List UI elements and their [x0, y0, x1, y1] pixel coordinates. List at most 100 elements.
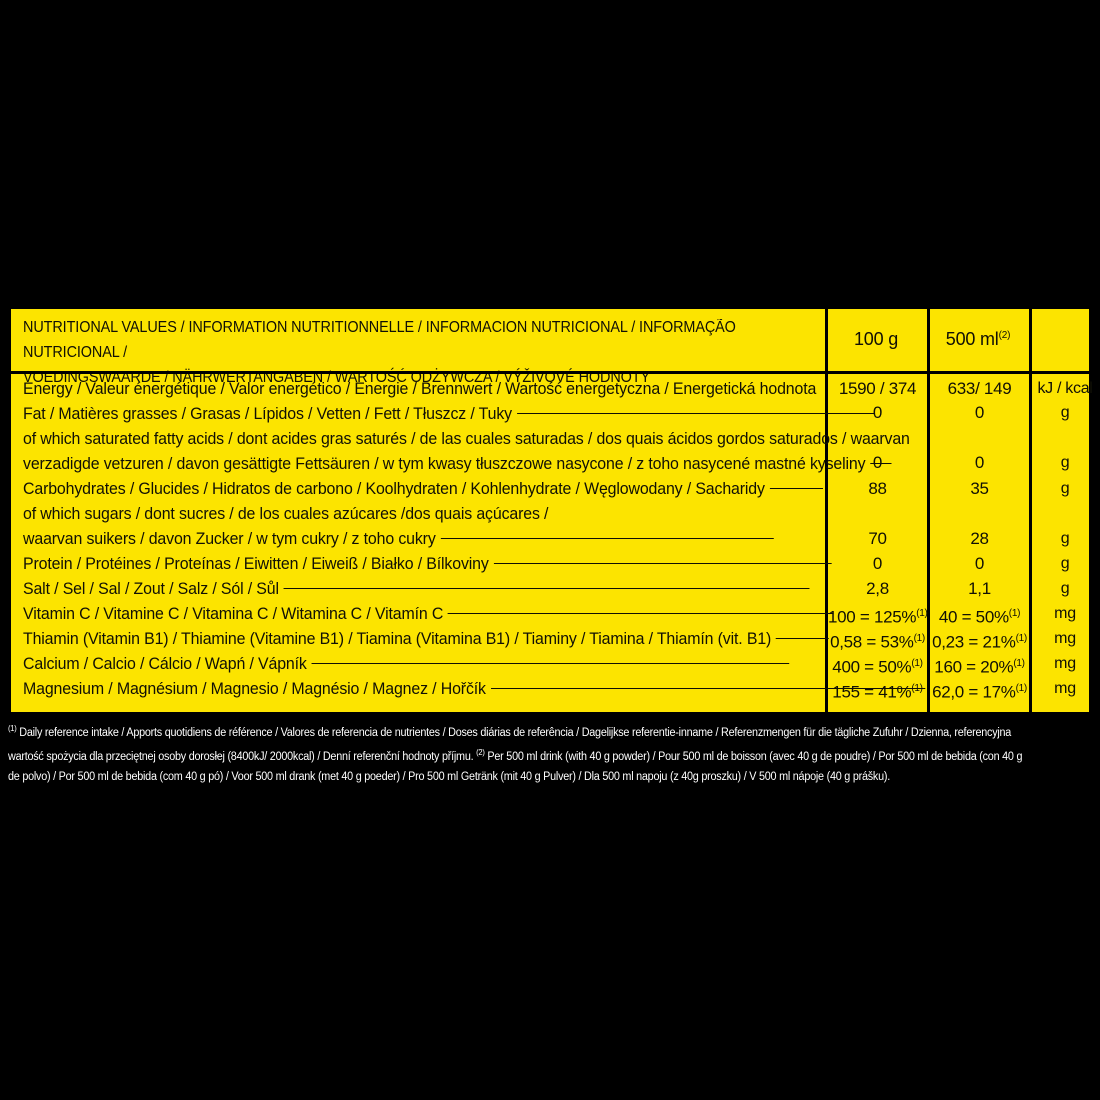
nutrition-rows: Energy / Valeur énergétique / Valor ener… [11, 374, 1093, 712]
footnote-marker: (1) [1013, 658, 1025, 669]
value-500ml-text: 28 [970, 529, 989, 548]
nutrient-row-label: of which saturated fatty acids / dont ac… [23, 427, 910, 452]
column-header-500ml: 500 ml(2) [927, 329, 1029, 350]
nutrient-row-label: Protein / Protéines / Proteínas / Eiwitt… [23, 552, 832, 577]
nutrition-panel: NUTRITIONAL VALUES / INFORMATION NUTRITI… [8, 306, 1093, 715]
value-500ml-text: 1,1 [968, 579, 991, 598]
value-100g-text: 2,8 [866, 579, 889, 598]
value-100g-text: 155 = 41% [832, 682, 912, 702]
value-500ml-text: 0 [974, 453, 985, 472]
footnote-marker: (1) [916, 608, 928, 619]
value-500ml: 35 [930, 478, 1029, 500]
unit-label: g [1032, 528, 1098, 550]
value-500ml-text: 62,0 = 17% [932, 682, 1016, 702]
unit-label: mg [1032, 603, 1098, 625]
value-100g: 155 = 41%(1) [828, 678, 927, 704]
value-500ml-text: 40 = 50% [938, 607, 1009, 627]
nutrient-name: waarvan suikers / davon Zucker / w tym c… [23, 530, 436, 548]
column-header-500ml-footnote-marker: (2) [998, 330, 1011, 341]
value-100g-text: 0 [872, 453, 883, 472]
units-column: kJ / kcal g g g g g g mg mg mg mg [1032, 374, 1098, 712]
footnote-marker-1: (1) [8, 724, 17, 733]
value-500ml: 28 [930, 528, 1029, 550]
nutrient-row-label: Carbohydrates / Glucides / Hidratos de c… [23, 477, 823, 502]
value-500ml-text: 633/ 149 [947, 379, 1012, 398]
unit-label-text: mg [1054, 680, 1076, 697]
nutrient-name: Energy / Valeur énergétique / Valor ener… [23, 380, 817, 398]
leader-line [870, 462, 892, 464]
nutrient-name: Salt / Sel / Sal / Zout / Salz / Sól / S… [23, 580, 279, 598]
unit-label-text: g [1060, 404, 1070, 421]
footnote-text: (1) Daily reference intake / Apports quo… [8, 719, 1031, 787]
footnote-body-1: Daily reference intake / Apports quotidi… [8, 726, 1012, 764]
column-header-100g-label: 100 g [853, 329, 899, 349]
value-500ml: 40 = 50%(1) [930, 603, 1029, 629]
nutrient-name: verzadigde vetzuren / davon gesättigte F… [23, 455, 866, 473]
nutrient-name: Carbohydrates / Glucides / Hidratos de c… [23, 480, 765, 498]
nutrient-name: Protein / Protéines / Proteínas / Eiwitt… [23, 555, 489, 573]
nutrient-name: Fat / Matières grasses / Grasas / Lípido… [23, 405, 512, 423]
unit-label: g [1032, 402, 1098, 424]
value-100g: 0 [828, 452, 927, 474]
nutrient-row-label: Vitamin C / Vitamine C / Vitamina C / Wi… [23, 602, 835, 627]
unit-label: mg [1032, 678, 1098, 700]
nutrient-row-label: Thiamin (Vitamin B1) / Thiamine (Vitamin… [23, 627, 830, 652]
leader-line [311, 662, 790, 664]
nutrient-row-label: Calcium / Calcio / Cálcio / Wapń / Vápní… [23, 652, 795, 677]
leader-line [490, 687, 925, 689]
value-100g-text: 0,58 = 53% [830, 632, 914, 652]
column-divider-2 [927, 309, 930, 712]
value-500ml: 0 [930, 402, 1029, 424]
value-100g-text: 88 [868, 479, 887, 498]
unit-label-text: mg [1054, 605, 1076, 622]
footnote-body-2: Per 500 ml drink (with 40 g powder) / Po… [8, 751, 1023, 783]
unit-label: kJ / kcal [1032, 378, 1098, 400]
table-header: NUTRITIONAL VALUES / INFORMATION NUTRITI… [11, 309, 1089, 386]
nutrient-row-label: Fat / Matières grasses / Grasas / Lípido… [23, 402, 874, 427]
value-100g: 0,58 = 53%(1) [828, 628, 927, 654]
column-header-500ml-label: 500 ml [945, 329, 999, 349]
unit-label: g [1032, 478, 1098, 500]
value-100g: 88 [828, 478, 927, 500]
unit-label-text: mg [1054, 655, 1076, 672]
unit-label: g [1032, 452, 1098, 474]
values-column-100g: 1590 / 374 0 0 88 70 0 2,8 100 = 125%(1) 0,58 = … [828, 374, 928, 712]
unit-label: g [1032, 578, 1098, 600]
value-500ml-text: 0 [974, 403, 985, 422]
value-100g-text: 0 [872, 554, 883, 573]
value-500ml: 0 [930, 553, 1029, 575]
leader-line [448, 612, 835, 614]
nutrient-row-label: Energy / Valeur énergétique / Valor ener… [23, 377, 816, 402]
value-500ml-text: 160 = 20% [934, 657, 1014, 677]
value-100g: 1590 / 374 [828, 378, 927, 400]
unit-label: mg [1032, 628, 1098, 650]
value-500ml: 633/ 149 [930, 378, 1029, 400]
value-500ml-text: 35 [970, 479, 989, 498]
footnote-marker: (1) [1015, 683, 1028, 694]
footnote-marker-2: (2) [476, 748, 485, 758]
value-500ml: 62,0 = 17%(1) [930, 678, 1029, 704]
nutrient-name: of which saturated fatty acids / dont ac… [23, 430, 910, 448]
unit-label-text: g [1060, 530, 1070, 547]
unit-label-text: g [1060, 480, 1070, 497]
value-100g-text: 0 [872, 403, 883, 422]
nutrient-row-label: Salt / Sel / Sal / Zout / Salz / Sól / S… [23, 577, 810, 602]
header-separator-rule [11, 371, 1089, 374]
value-500ml: 0 [930, 452, 1029, 474]
leader-line [493, 562, 832, 564]
leader-line [283, 587, 810, 589]
unit-label-text: g [1060, 580, 1070, 597]
nutrient-row-label: verzadigde vetzuren / davon gesättigte F… [23, 452, 892, 477]
leader-line [776, 637, 830, 639]
nutrient-row-label: Magnesium / Magnésium / Magnesio / Magné… [23, 677, 925, 702]
value-500ml-text: 0,23 = 21% [932, 632, 1016, 652]
footnote-marker: (1) [911, 658, 923, 669]
value-100g-text: 1590 / 374 [838, 379, 917, 398]
values-column-500ml: 633/ 149 0 0 35 28 0 1,1 40 = 50%(1) 0,23 = 21%(… [930, 374, 1029, 712]
value-100g: 100 = 125%(1) [828, 603, 928, 629]
value-100g-text: 100 = 125% [828, 607, 917, 627]
column-header-100g: 100 g [825, 329, 927, 350]
unit-label: mg [1032, 653, 1098, 675]
value-100g-text: 400 = 50% [832, 657, 912, 677]
value-500ml: 1,1 [930, 578, 1029, 600]
